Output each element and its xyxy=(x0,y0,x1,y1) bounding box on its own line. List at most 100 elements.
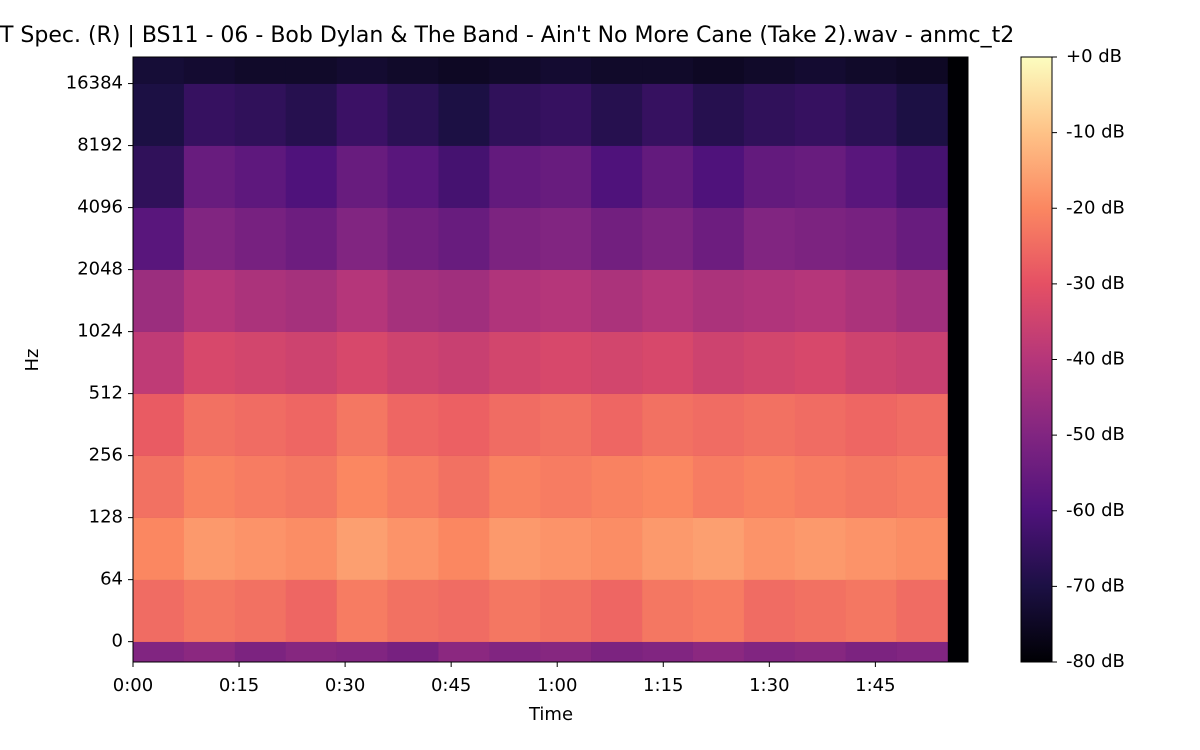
spectrogram-cell xyxy=(896,517,948,580)
spectrogram-cell xyxy=(234,517,287,580)
spectrogram-cell xyxy=(692,269,745,332)
colorbar-tick-label: -10 dB xyxy=(1066,122,1125,143)
spectrogram-cell xyxy=(896,579,948,642)
y-tick-label: 0 xyxy=(112,631,123,652)
spectrogram-cell xyxy=(489,57,541,84)
spectrogram-cell xyxy=(285,331,337,394)
spectrogram-cell xyxy=(794,641,846,663)
spectrogram-cell xyxy=(133,579,185,642)
spectrogram-cell xyxy=(794,207,846,270)
spectrogram-cell xyxy=(591,145,643,208)
spectrogram-cell xyxy=(743,145,796,208)
spectrogram-cell xyxy=(896,269,948,332)
spectrogram-cell xyxy=(336,145,388,208)
spectrogram-cell xyxy=(692,641,745,663)
spectrogram-cell xyxy=(692,207,745,270)
spectrogram-cell xyxy=(591,393,643,456)
spectrogram-cell xyxy=(183,207,236,270)
spectrogram-cell xyxy=(896,455,948,518)
spectrogram-cell xyxy=(540,57,592,84)
spectrogram-cell xyxy=(489,207,541,270)
spectrogram-cell xyxy=(234,83,287,146)
spectrogram-cell xyxy=(794,455,846,518)
spectrogram-cell xyxy=(591,455,643,518)
spectrogram-cell xyxy=(234,145,287,208)
spectrogram-cell xyxy=(438,455,490,518)
spectrogram-cell xyxy=(234,331,287,394)
spectrogram-cell xyxy=(845,269,897,332)
spectrogram-cell xyxy=(743,517,796,580)
spectrogram-cell xyxy=(540,207,592,270)
spectrogram-cell xyxy=(540,393,592,456)
spectrogram-cell xyxy=(743,331,796,394)
spectrogram-cell xyxy=(387,517,439,580)
y-tick-label: 128 xyxy=(89,507,123,528)
spectrogram-cell xyxy=(489,455,541,518)
spectrogram-cell xyxy=(591,269,643,332)
spectrogram-cell xyxy=(489,393,541,456)
spectrogram-cell xyxy=(133,455,185,518)
spectrogram-cell xyxy=(743,83,796,146)
colorbar-tick-label: +0 dB xyxy=(1066,46,1122,67)
spectrogram-cell xyxy=(387,83,439,146)
colorbar-tick-label: -40 dB xyxy=(1066,349,1125,370)
spectrogram-cell xyxy=(591,517,643,580)
spectrogram-cell xyxy=(285,579,337,642)
spectrogram-cell xyxy=(794,517,846,580)
spectrogram-cell xyxy=(794,145,846,208)
x-tick-label: 1:15 xyxy=(643,675,683,696)
spectrogram-cell xyxy=(183,517,236,580)
spectrogram-cell xyxy=(489,331,541,394)
spectrogram-cell xyxy=(794,83,846,146)
spectrogram-cell xyxy=(438,57,490,84)
spectrogram-cell xyxy=(183,331,236,394)
spectrogram-cell xyxy=(133,393,185,456)
spectrogram-cell xyxy=(285,269,337,332)
spectrogram-cell xyxy=(743,57,796,84)
spectrogram-cell xyxy=(743,455,796,518)
spectrogram-cell xyxy=(845,641,897,663)
spectrogram-cell xyxy=(234,269,287,332)
spectrogram-cell xyxy=(540,641,592,663)
spectrogram-cell xyxy=(438,145,490,208)
spectrogram-cell xyxy=(234,579,287,642)
spectrogram-cell xyxy=(642,579,694,642)
y-tick-label: 16384 xyxy=(66,73,123,94)
spectrogram-cell xyxy=(692,57,745,84)
spectrogram-cell xyxy=(591,641,643,663)
spectrogram-cell xyxy=(387,269,439,332)
spectrogram-cell xyxy=(438,393,490,456)
spectrogram-cell xyxy=(387,641,439,663)
spectrogram-cell xyxy=(336,641,388,663)
spectrogram-cell xyxy=(692,579,745,642)
spectrogram-cell xyxy=(489,641,541,663)
spectrogram-cell xyxy=(336,57,388,84)
spectrogram-cell xyxy=(336,207,388,270)
spectrogram-cell xyxy=(845,57,897,84)
x-tick-label: 0:30 xyxy=(325,675,365,696)
spectrogram-cell xyxy=(438,207,490,270)
spectrogram-cell xyxy=(133,331,185,394)
spectrogram-cell xyxy=(540,455,592,518)
spectrogram-cell xyxy=(591,57,643,84)
colorbar-tick-label: -20 dB xyxy=(1066,197,1125,218)
spectrogram-cell xyxy=(845,331,897,394)
y-tick-label: 256 xyxy=(89,445,123,466)
spectrogram-cell xyxy=(183,83,236,146)
spectrogram-cell xyxy=(845,455,897,518)
spectrogram-cell xyxy=(234,207,287,270)
spectrogram-cell xyxy=(692,393,745,456)
spectrogram-cell xyxy=(285,57,337,84)
spectrogram-cell xyxy=(183,145,236,208)
spectrogram-cell xyxy=(743,207,796,270)
spectrogram-cell xyxy=(489,269,541,332)
spectrogram-cell xyxy=(285,83,337,146)
spectrogram-cell xyxy=(285,207,337,270)
spectrogram-cell xyxy=(692,83,745,146)
spectrogram-cell xyxy=(642,641,694,663)
y-axis-label: Hz xyxy=(22,349,43,372)
spectrogram-cell xyxy=(183,57,236,84)
spectrogram-cell xyxy=(438,83,490,146)
spectrogram-cell xyxy=(845,393,897,456)
